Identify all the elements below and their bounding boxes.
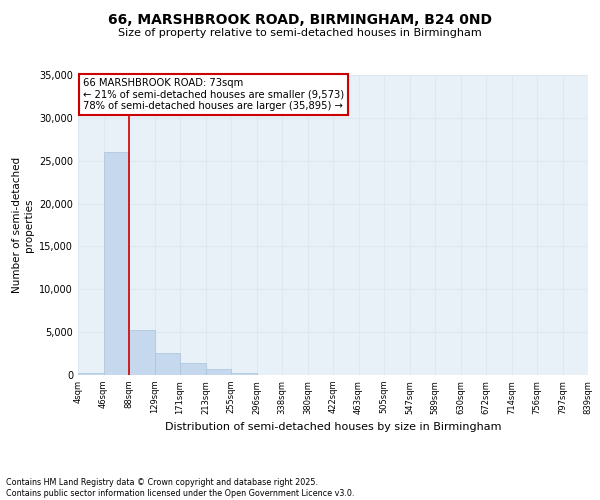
Text: Contains HM Land Registry data © Crown copyright and database right 2025.
Contai: Contains HM Land Registry data © Crown c… [6, 478, 355, 498]
Bar [205, 369, 231, 375]
Bar [78, 374, 104, 375]
Text: 66 MARSHBROOK ROAD: 73sqm
← 21% of semi-detached houses are smaller (9,573)
78% : 66 MARSHBROOK ROAD: 73sqm ← 21% of semi-… [83, 78, 344, 111]
Bar [231, 374, 257, 375]
Y-axis label: Number of semi-detached
properties: Number of semi-detached properties [12, 157, 34, 293]
Bar [180, 363, 205, 375]
Text: Size of property relative to semi-detached houses in Birmingham: Size of property relative to semi-detach… [118, 28, 482, 38]
Bar [155, 352, 180, 375]
Text: 66, MARSHBROOK ROAD, BIRMINGHAM, B24 0ND: 66, MARSHBROOK ROAD, BIRMINGHAM, B24 0ND [108, 12, 492, 26]
Bar [104, 152, 129, 375]
X-axis label: Distribution of semi-detached houses by size in Birmingham: Distribution of semi-detached houses by … [165, 422, 501, 432]
Bar [129, 330, 155, 375]
